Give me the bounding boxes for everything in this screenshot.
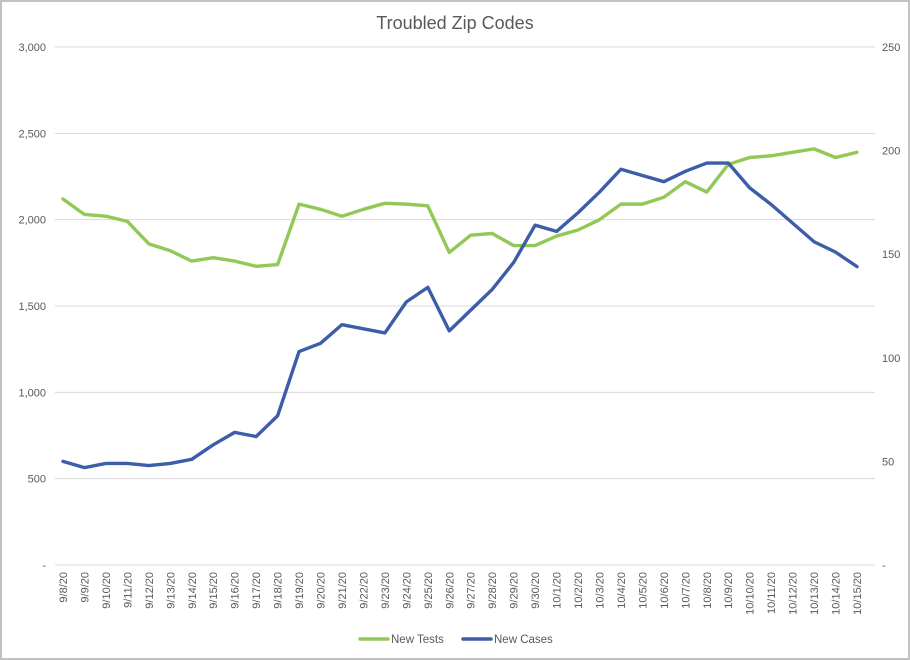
x-axis-date-label: 10/2/20 bbox=[573, 572, 585, 609]
x-axis-date-label: 9/29/20 bbox=[509, 572, 521, 609]
left-axis-tick-label: 1,000 bbox=[18, 387, 46, 399]
right-axis-tick-label: 250 bbox=[882, 42, 900, 54]
x-axis-date-label: 9/19/20 bbox=[294, 572, 306, 609]
legend: New Tests New Cases bbox=[358, 634, 553, 646]
series-line-new-tests bbox=[61, 147, 859, 268]
x-axis-date-label: 9/25/20 bbox=[423, 572, 435, 609]
right-axis-tick-label: 200 bbox=[882, 146, 900, 158]
x-axis-date-label: 9/26/20 bbox=[444, 572, 456, 609]
x-axis-date-label: 9/10/20 bbox=[101, 572, 113, 609]
series-line-new-cases bbox=[61, 161, 859, 470]
x-axis-date-label: 9/18/20 bbox=[273, 572, 285, 609]
x-axis-date-label: 9/21/20 bbox=[337, 572, 349, 609]
x-axis-date-label: 10/12/20 bbox=[788, 572, 800, 615]
x-axis-date-label: 10/3/20 bbox=[594, 572, 606, 609]
x-axis-date-label: 9/8/20 bbox=[58, 572, 70, 603]
x-axis-date-label: 10/4/20 bbox=[616, 572, 628, 609]
x-axis-date-label: 9/27/20 bbox=[466, 572, 478, 609]
x-axis-date-label: 9/16/20 bbox=[230, 572, 242, 609]
right-axis-tick-label: 100 bbox=[882, 353, 900, 365]
x-axis-date-label: 9/22/20 bbox=[358, 572, 370, 609]
left-axis-tick-label: 3,000 bbox=[18, 42, 46, 54]
right-axis-tick-label: 150 bbox=[882, 249, 900, 261]
legend-label-new-cases: New Cases bbox=[494, 634, 553, 646]
left-axis-tick-label: 1,500 bbox=[18, 301, 46, 313]
right-axis-tick-label: 50 bbox=[882, 456, 894, 468]
x-axis-date-label: 9/24/20 bbox=[401, 572, 413, 609]
left-axis-tick-label: - bbox=[42, 560, 46, 572]
x-axis-date-label: 9/30/20 bbox=[530, 572, 542, 609]
x-axis-date-label: 9/17/20 bbox=[251, 572, 263, 609]
x-axis-date-label: 10/13/20 bbox=[809, 572, 821, 615]
x-axis-date-label: 9/9/20 bbox=[79, 572, 91, 603]
left-axis-tick-labels: 3,000 2,500 2,000 1,500 1,000 500 - bbox=[18, 42, 46, 572]
x-axis-date-label: 10/5/20 bbox=[637, 572, 649, 609]
x-axis-date-label: 10/11/20 bbox=[766, 572, 778, 614]
x-axis-date-label: 9/20/20 bbox=[316, 572, 328, 609]
x-axis-date-label: 9/28/20 bbox=[487, 572, 499, 609]
right-axis-tick-labels: 250 200 150 100 50 - bbox=[882, 42, 900, 572]
x-axis-date-label: 10/9/20 bbox=[723, 572, 735, 609]
x-axis-date-label: 9/13/20 bbox=[165, 572, 177, 609]
left-axis-tick-label: 2,500 bbox=[18, 128, 46, 140]
x-axis-date-label: 10/6/20 bbox=[659, 572, 671, 609]
x-axis-date-labels: 9/8/20 9/9/20 9/10/20 9/11/20 9/12/20 9/13/20… bbox=[58, 572, 864, 615]
x-axis-date-label: 9/14/20 bbox=[187, 572, 199, 609]
x-axis-date-label: 10/7/20 bbox=[680, 572, 692, 609]
gridlines bbox=[55, 46, 875, 566]
right-axis-tick-label: - bbox=[882, 560, 886, 572]
legend-label-new-tests: New Tests bbox=[391, 634, 444, 646]
x-axis-date-label: 10/10/20 bbox=[745, 572, 757, 615]
x-axis-date-label: 9/12/20 bbox=[144, 572, 156, 609]
x-axis-date-label: 10/8/20 bbox=[702, 572, 714, 609]
left-axis-tick-label: 2,000 bbox=[18, 215, 46, 227]
x-axis-date-label: 10/1/20 bbox=[552, 572, 564, 609]
x-axis-date-label: 10/14/20 bbox=[831, 572, 843, 615]
x-axis-date-label: 9/11/20 bbox=[122, 572, 134, 608]
chart-title: Troubled Zip Codes bbox=[376, 13, 533, 33]
x-axis-date-label: 9/15/20 bbox=[208, 572, 220, 609]
series-lines bbox=[61, 147, 859, 470]
x-axis-date-label: 10/15/20 bbox=[852, 572, 864, 615]
left-axis-tick-label: 500 bbox=[28, 474, 46, 486]
x-axis-date-label: 9/23/20 bbox=[380, 572, 392, 609]
